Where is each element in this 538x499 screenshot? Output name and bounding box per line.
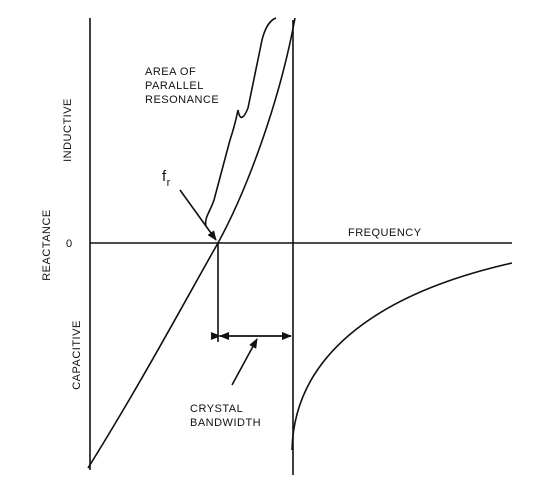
fr-subscript: r <box>167 177 171 189</box>
fr-label: fr <box>162 168 171 189</box>
bandwidth-leader <box>231 338 258 386</box>
capacitive-label: CAPACITIVE <box>71 320 83 390</box>
x-axis-label: FREQUENCY <box>348 227 422 239</box>
area-label: AREA OF <box>145 66 196 78</box>
area-label: PARALLEL <box>145 80 204 92</box>
bandwidth-label: CRYSTAL <box>190 403 243 415</box>
bandwidth-label: BANDWIDTH <box>190 417 261 429</box>
resonance-brace <box>204 17 277 227</box>
zero-label: 0 <box>66 238 73 250</box>
inductive-label: INDUCTIVE <box>62 98 74 162</box>
area-label: RESONANCE <box>145 94 219 106</box>
fr-symbol: f <box>162 168 167 185</box>
y-axis-label: REACTANCE <box>41 209 53 281</box>
fr-arrow <box>179 189 217 241</box>
reactance-curve-upper <box>291 262 513 451</box>
